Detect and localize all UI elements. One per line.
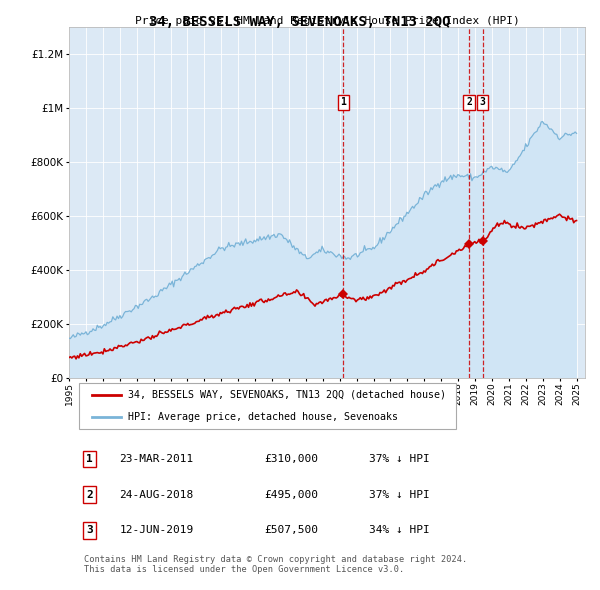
Text: £495,000: £495,000 — [264, 490, 318, 500]
Text: 2: 2 — [86, 490, 93, 500]
Title: Price paid vs. HM Land Registry's House Price Index (HPI): Price paid vs. HM Land Registry's House … — [134, 16, 520, 26]
Text: 2: 2 — [466, 97, 472, 107]
Text: 23-MAR-2011: 23-MAR-2011 — [119, 454, 194, 464]
Text: 12-JUN-2019: 12-JUN-2019 — [119, 526, 194, 535]
Text: 34% ↓ HPI: 34% ↓ HPI — [369, 526, 430, 535]
Text: HPI: Average price, detached house, Sevenoaks: HPI: Average price, detached house, Seve… — [128, 412, 398, 422]
Text: 1: 1 — [86, 454, 93, 464]
Text: 37% ↓ HPI: 37% ↓ HPI — [369, 454, 430, 464]
Text: £310,000: £310,000 — [264, 454, 318, 464]
Text: Contains HM Land Registry data © Crown copyright and database right 2024.
This d: Contains HM Land Registry data © Crown c… — [85, 555, 468, 574]
Text: 34, BESSELS WAY, SEVENOAKS, TN13 2QQ: 34, BESSELS WAY, SEVENOAKS, TN13 2QQ — [149, 15, 451, 29]
Text: 1: 1 — [340, 97, 346, 107]
Text: 3: 3 — [480, 97, 485, 107]
Text: 24-AUG-2018: 24-AUG-2018 — [119, 490, 194, 500]
Text: £507,500: £507,500 — [264, 526, 318, 535]
Text: 37% ↓ HPI: 37% ↓ HPI — [369, 490, 430, 500]
Text: 34, BESSELS WAY, SEVENOAKS, TN13 2QQ (detached house): 34, BESSELS WAY, SEVENOAKS, TN13 2QQ (de… — [128, 389, 446, 399]
Text: 3: 3 — [86, 526, 93, 535]
FancyBboxPatch shape — [79, 382, 456, 429]
